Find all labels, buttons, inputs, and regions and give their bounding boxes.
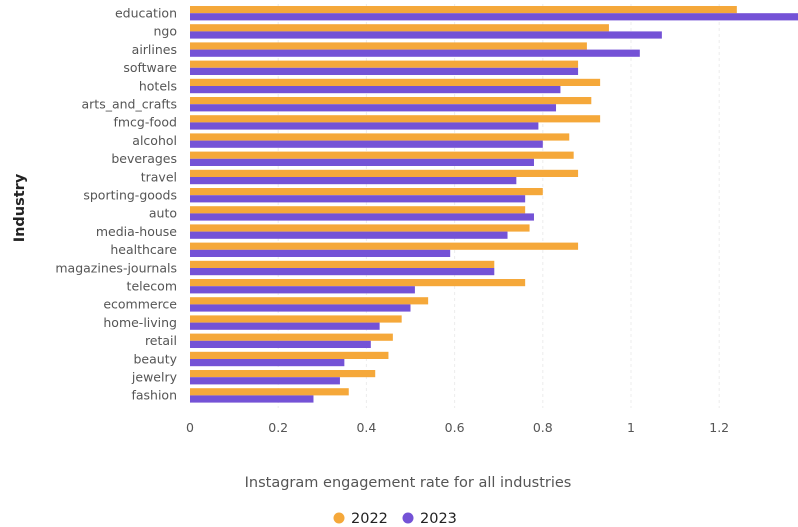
bar-alcohol-2023 <box>190 140 543 148</box>
category-label: education <box>115 6 177 21</box>
category-label: airlines <box>132 42 177 57</box>
x-tick-labels: 0 0.2 0.4 0.6 0.8 1 1.2 <box>186 420 729 435</box>
legend-label: 2022 <box>351 511 388 527</box>
bar-beauty-2022 <box>190 351 389 359</box>
bar-telecom-2023 <box>190 286 415 294</box>
bar-arts_and_crafts-2022 <box>190 97 592 105</box>
bar-jewelry-2023 <box>190 377 340 385</box>
bar-ngo-2022 <box>190 24 609 32</box>
bar-airlines-2022 <box>190 42 587 50</box>
bar-auto-2023 <box>190 213 534 221</box>
category-label: fashion <box>131 388 177 403</box>
x-tick-label: 0.8 <box>533 420 553 435</box>
category-label: alcohol <box>132 133 177 148</box>
bar-sporting-goods-2022 <box>190 188 543 196</box>
category-label: home-living <box>103 315 177 330</box>
category-label: beverages <box>111 151 177 166</box>
bar-magazines-journals-2022 <box>190 260 495 268</box>
y-axis-label: Industry <box>12 173 28 242</box>
bar-ecommerce-2022 <box>190 297 429 305</box>
category-label: beauty <box>133 351 177 366</box>
x-axis-label: Instagram engagement rate for all indust… <box>245 475 572 491</box>
category-label: ngo <box>153 24 177 39</box>
legend-label: 2023 <box>420 511 457 527</box>
bar-home-living-2023 <box>190 322 380 330</box>
category-label: magazines-journals <box>55 260 177 275</box>
bar-hotels-2022 <box>190 78 601 86</box>
bar-fashion-2022 <box>190 388 349 396</box>
x-tick-label: 0.6 <box>445 420 465 435</box>
category-label: sporting-goods <box>83 188 177 203</box>
bar-magazines-journals-2023 <box>190 268 495 276</box>
bar-sporting-goods-2023 <box>190 195 526 203</box>
bar-education-2022 <box>190 6 737 14</box>
category-label: jewelry <box>131 370 178 385</box>
bar-ecommerce-2023 <box>190 304 411 312</box>
bar-media-house-2023 <box>190 231 508 239</box>
bar-beauty-2023 <box>190 359 345 367</box>
bar-retail-2023 <box>190 340 371 348</box>
x-tick-label: 1 <box>627 420 635 435</box>
legend-swatch-2022 <box>333 512 345 524</box>
x-tick-label: 0.2 <box>268 420 288 435</box>
bar-jewelry-2022 <box>190 370 376 378</box>
bars <box>190 6 798 403</box>
category-label: ecommerce <box>103 297 177 312</box>
bar-healthcare-2023 <box>190 249 451 257</box>
bar-fmcg-food-2023 <box>190 122 539 130</box>
bar-beverages-2023 <box>190 158 534 166</box>
bar-retail-2022 <box>190 333 393 341</box>
category-label: telecom <box>127 279 177 294</box>
bar-media-house-2022 <box>190 224 530 232</box>
category-label: travel <box>141 169 177 184</box>
category-label: auto <box>149 206 177 221</box>
bar-fashion-2023 <box>190 395 314 403</box>
bar-telecom-2022 <box>190 279 526 287</box>
category-label: media-house <box>96 224 177 239</box>
bar-software-2022 <box>190 60 579 68</box>
bar-ngo-2023 <box>190 31 662 39</box>
category-label: healthcare <box>110 242 177 257</box>
category-label: arts_and_crafts <box>82 97 178 112</box>
bar-travel-2023 <box>190 177 517 185</box>
bar-software-2023 <box>190 67 579 75</box>
x-tick-label: 1.2 <box>709 420 729 435</box>
legend-swatch-2023 <box>402 512 414 524</box>
bar-beverages-2022 <box>190 151 574 159</box>
bar-auto-2022 <box>190 206 526 214</box>
x-tick-label: 0 <box>186 420 194 435</box>
bar-fmcg-food-2022 <box>190 115 601 123</box>
x-tick-label: 0.4 <box>356 420 376 435</box>
category-label: retail <box>145 333 177 348</box>
legend: 2022 2023 <box>333 511 457 527</box>
bar-hotels-2023 <box>190 86 561 94</box>
bar-healthcare-2022 <box>190 242 579 250</box>
category-label: software <box>123 60 177 75</box>
bar-alcohol-2022 <box>190 133 570 141</box>
category-labels: education ngo airlines software hotels arts_a… <box>55 6 177 403</box>
category-label: hotels <box>139 78 177 93</box>
category-label: fmcg-food <box>113 115 177 130</box>
bar-airlines-2023 <box>190 49 640 57</box>
bar-education-2023 <box>190 13 798 21</box>
bar-arts_and_crafts-2023 <box>190 104 557 112</box>
bar-travel-2022 <box>190 169 579 177</box>
bar-home-living-2022 <box>190 315 402 323</box>
